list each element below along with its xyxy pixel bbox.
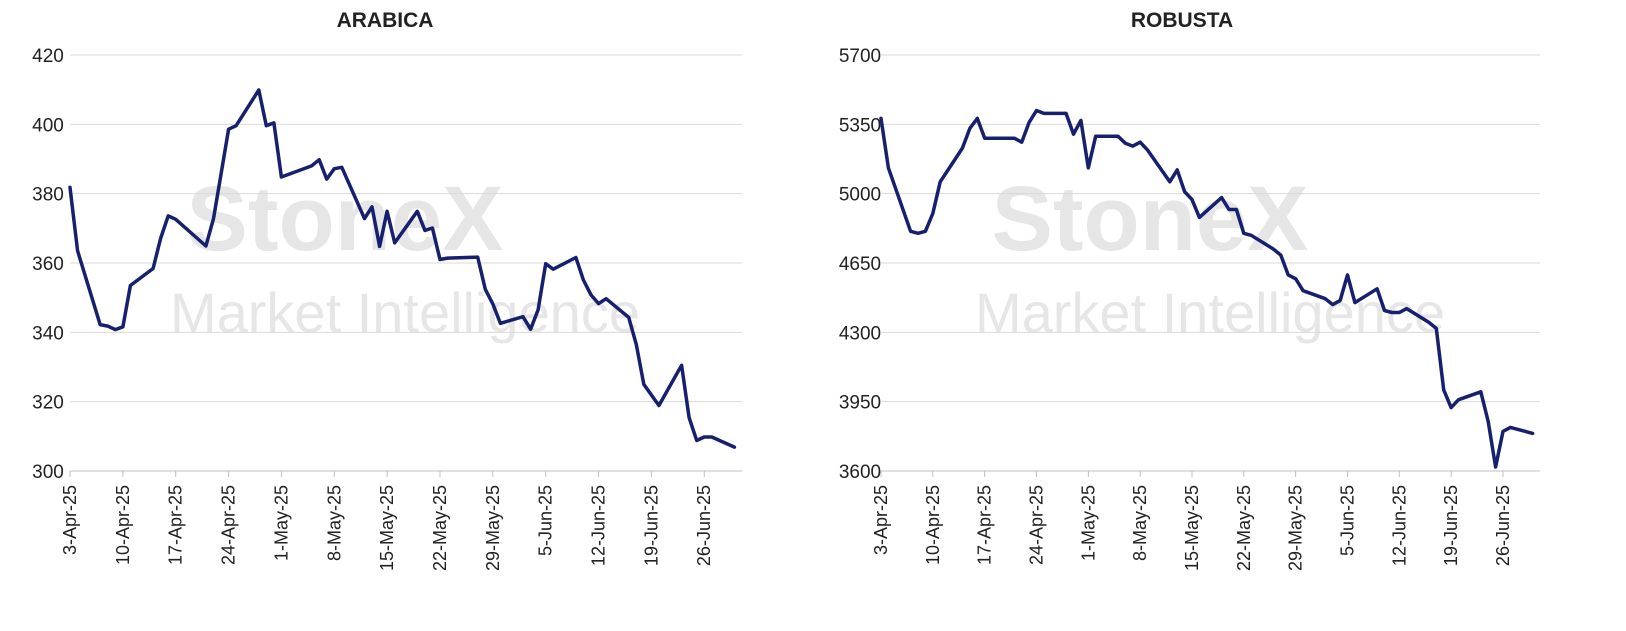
watermark-logo: StoneX <box>992 168 1309 270</box>
x-tick-label: 29-May-25 <box>483 485 503 571</box>
x-tick-label: 12-Jun-25 <box>1389 485 1409 566</box>
y-tick-label: 4300 <box>839 323 881 344</box>
x-tick-label: 12-Jun-25 <box>589 485 609 566</box>
x-tick-label: 24-Apr-25 <box>219 485 239 565</box>
y-tick-label: 380 <box>32 185 64 206</box>
x-tick-label: 29-May-25 <box>1286 485 1306 571</box>
y-tick-label: 400 <box>32 115 64 136</box>
x-tick-label: 26-Jun-25 <box>694 485 714 566</box>
x-tick-label: 8-May-25 <box>324 485 344 561</box>
y-tick-label: 5350 <box>839 115 881 136</box>
x-tick-label: 22-May-25 <box>1234 485 1254 571</box>
y-tick-label: 4650 <box>839 254 881 275</box>
x-tick-label: 19-Jun-25 <box>1441 485 1461 566</box>
x-tick-label: 22-May-25 <box>430 485 450 571</box>
watermark-logo: StoneX <box>187 168 504 270</box>
x-tick-label: 5-Jun-25 <box>536 485 556 556</box>
chart-title: ROBUSTA <box>1131 9 1233 32</box>
chart-title: ARABICA <box>337 9 434 32</box>
y-tick-label: 340 <box>32 323 64 344</box>
y-tick-label: 360 <box>32 254 64 275</box>
x-tick-label: 8-May-25 <box>1130 485 1150 561</box>
watermark-tagline: Market Intelligence <box>170 281 640 344</box>
x-tick-label: 17-Apr-25 <box>166 485 186 565</box>
x-tick-label: 26-Jun-25 <box>1493 485 1513 566</box>
x-tick-label: 19-Jun-25 <box>641 485 661 566</box>
y-tick-label: 420 <box>32 46 64 67</box>
x-tick-label: 3-Apr-25 <box>60 485 80 555</box>
y-tick-label: 300 <box>32 462 64 483</box>
x-tick-label: 1-May-25 <box>271 485 291 561</box>
x-tick-label: 24-Apr-25 <box>1026 485 1046 565</box>
x-tick-label: 15-May-25 <box>377 485 397 571</box>
x-tick-label: 3-Apr-25 <box>871 485 891 555</box>
y-tick-label: 3950 <box>839 393 881 414</box>
y-tick-label: 320 <box>32 393 64 414</box>
x-tick-label: 1-May-25 <box>1078 485 1098 561</box>
x-tick-label: 10-Apr-25 <box>923 485 943 565</box>
x-tick-label: 5-Jun-25 <box>1337 485 1357 556</box>
y-tick-label: 3600 <box>839 462 881 483</box>
x-tick-label: 15-May-25 <box>1182 485 1202 571</box>
y-tick-label: 5700 <box>839 46 881 67</box>
x-tick-label: 10-Apr-25 <box>113 485 133 565</box>
y-tick-label: 5000 <box>839 185 881 206</box>
x-tick-label: 17-Apr-25 <box>975 485 995 565</box>
